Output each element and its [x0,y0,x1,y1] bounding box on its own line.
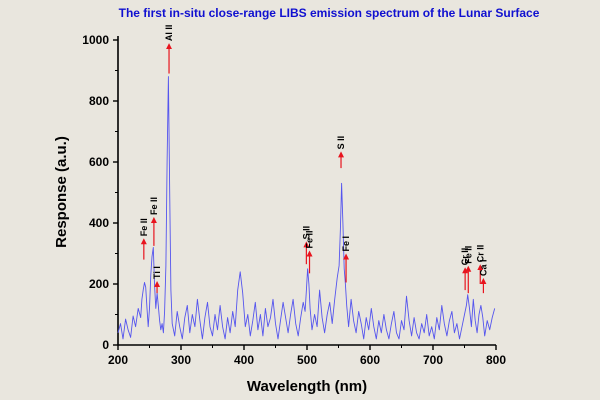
x-tick-label: 300 [171,353,191,367]
annotation-label: S II [336,136,346,150]
annotation-label: Ti I [152,266,162,279]
annotation-label: Fe II [305,230,315,248]
annotation-label: Cr II [460,248,470,266]
x-tick-label: 700 [423,353,443,367]
chart-title: The first in-situ close-range LIBS emiss… [119,6,540,20]
x-tick-label: 600 [360,353,380,367]
x-tick-label: 200 [108,353,128,367]
annotation-label: Ca I [478,259,488,276]
y-tick-label: 200 [89,277,109,291]
x-tick-label: 400 [234,353,254,367]
y-tick-label: 400 [89,216,109,230]
y-tick-label: 0 [102,338,109,352]
plot-area: 200 300 400 500 600 700 80002004006008001000Fe… [82,25,506,367]
y-axis-title: Response (a.u.) [53,136,70,248]
annotation-label: Al II [164,25,174,42]
annotation-label: Cr II [475,245,485,263]
annotation-label: Fe II [463,246,473,264]
x-tick-label: 800 [486,353,506,367]
spectrum-line [117,76,496,340]
y-tick-label: 800 [89,94,109,108]
annotation-label: Fe II [149,197,159,215]
x-tick-label: 500 [297,353,317,367]
annotation-label: Fe II [139,218,149,236]
annotation-label: Fe I [341,236,351,252]
y-tick-label: 1000 [82,33,109,47]
x-axis-title: Wavelength (nm) [247,378,367,395]
y-tick-label: 600 [89,155,109,169]
annotation-label: S II [301,226,311,240]
